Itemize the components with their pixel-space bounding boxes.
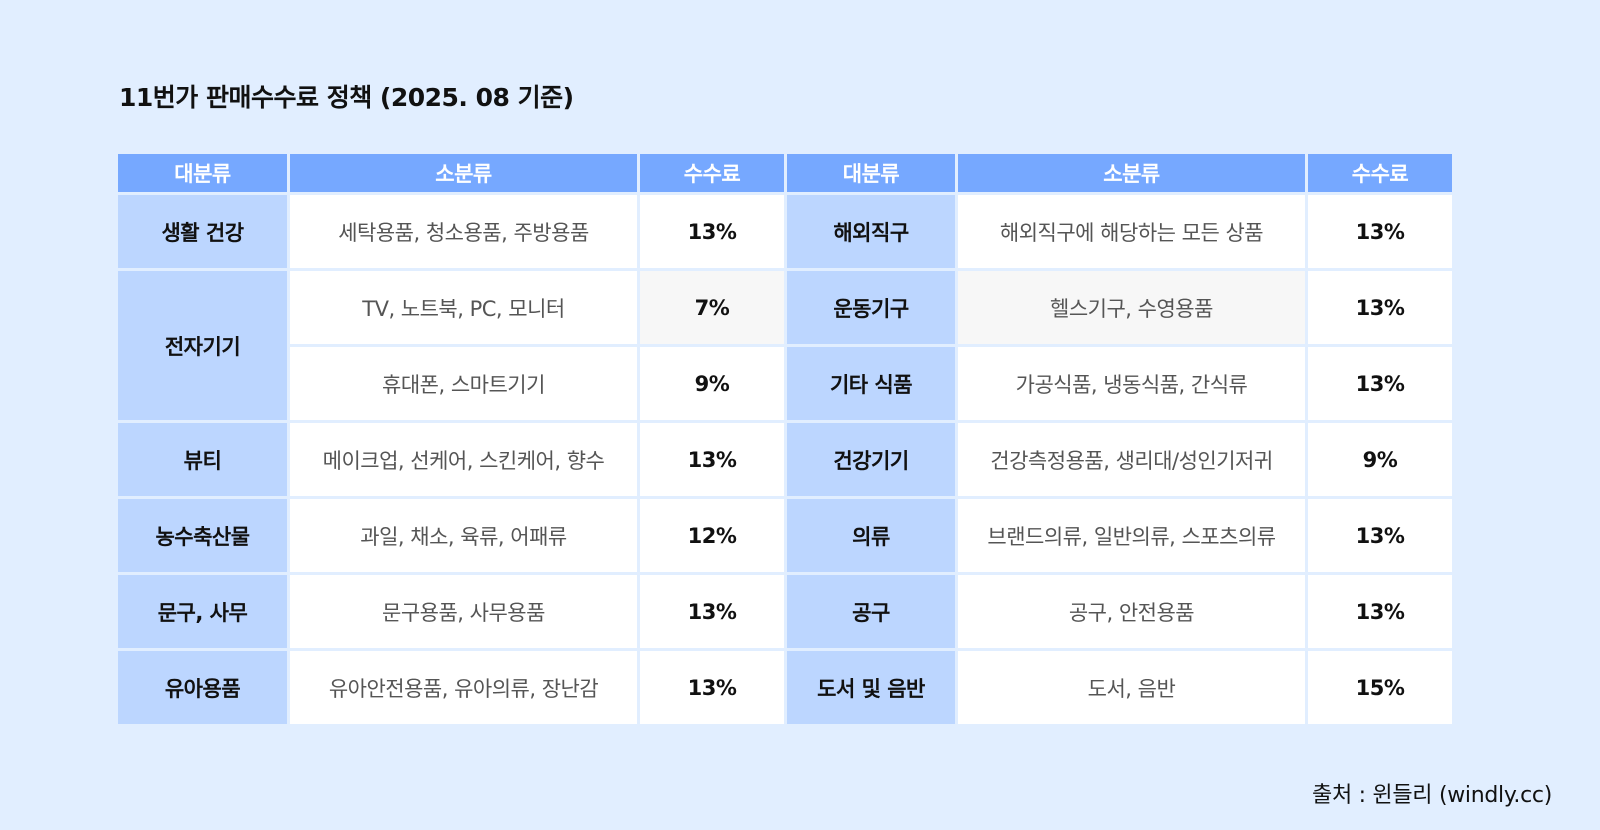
fee-cell: 13% [1308, 575, 1452, 648]
source-credit: 출처 : 윈들리 (windly.cc) [1312, 783, 1552, 808]
subcategory-cell: 도서, 음반 [958, 651, 1305, 724]
table-row: 뷰티 메이크업, 선케어, 스킨케어, 향수 13% 건강기기 건강측정용품, … [118, 423, 1452, 496]
page-title: 11번가 판매수수료 정책 (2025. 08 기준) [119, 83, 574, 112]
header-row: 대분류 소분류 수수료 대분류 소분류 수수료 [118, 154, 1452, 192]
table-row: 생활 건강 세탁용품, 청소용품, 주방용품 13% 해외직구 해외직구에 해당… [118, 195, 1452, 268]
subcategory-cell: 헬스기구, 수영용품 [958, 271, 1305, 344]
category-cell: 의류 [787, 499, 955, 572]
fee-cell: 9% [1308, 423, 1452, 496]
category-cell: 운동기구 [787, 271, 955, 344]
subcategory-cell: TV, 노트북, PC, 모니터 [290, 271, 637, 344]
fee-cell: 9% [640, 347, 784, 420]
fee-cell: 13% [1308, 195, 1452, 268]
table-row: 휴대폰, 스마트기기 9% 기타 식품 가공식품, 냉동식품, 간식류 13% [118, 347, 1452, 420]
header-sub-right: 소분류 [958, 154, 1305, 192]
category-cell: 뷰티 [118, 423, 287, 496]
category-cell: 기타 식품 [787, 347, 955, 420]
subcategory-cell: 문구용품, 사무용품 [290, 575, 637, 648]
subcategory-cell: 건강측정용품, 생리대/성인기저귀 [958, 423, 1305, 496]
table-row: 농수축산물 과일, 채소, 육류, 어패류 12% 의류 브랜드의류, 일반의류… [118, 499, 1452, 572]
category-cell: 유아용품 [118, 651, 287, 724]
header-fee-right: 수수료 [1308, 154, 1452, 192]
fee-table: 대분류 소분류 수수료 대분류 소분류 수수료 생활 건강 세탁용품, 청소용품… [115, 151, 1455, 727]
header-category-left: 대분류 [118, 154, 287, 192]
subcategory-cell: 유아안전용품, 유아의류, 장난감 [290, 651, 637, 724]
category-cell: 농수축산물 [118, 499, 287, 572]
category-cell: 해외직구 [787, 195, 955, 268]
fee-cell: 13% [1308, 499, 1452, 572]
subcategory-cell: 공구, 안전용품 [958, 575, 1305, 648]
fee-cell: 12% [640, 499, 784, 572]
category-cell: 건강기기 [787, 423, 955, 496]
subcategory-cell: 세탁용품, 청소용품, 주방용품 [290, 195, 637, 268]
category-cell: 전자기기 [118, 271, 287, 420]
subcategory-cell: 휴대폰, 스마트기기 [290, 347, 637, 420]
fee-cell: 13% [640, 575, 784, 648]
category-cell: 공구 [787, 575, 955, 648]
category-cell: 생활 건강 [118, 195, 287, 268]
fee-cell: 13% [1308, 347, 1452, 420]
header-fee-left: 수수료 [640, 154, 784, 192]
table-row: 유아용품 유아안전용품, 유아의류, 장난감 13% 도서 및 음반 도서, 음… [118, 651, 1452, 724]
fee-cell: 15% [1308, 651, 1452, 724]
subcategory-cell: 과일, 채소, 육류, 어패류 [290, 499, 637, 572]
fee-cell: 13% [1308, 271, 1452, 344]
fee-cell: 7% [640, 271, 784, 344]
fee-cell: 13% [640, 423, 784, 496]
table-row: 전자기기 TV, 노트북, PC, 모니터 7% 운동기구 헬스기구, 수영용품… [118, 271, 1452, 420]
subcategory-cell: 메이크업, 선케어, 스킨케어, 향수 [290, 423, 637, 496]
fee-cell: 13% [640, 651, 784, 724]
subcategory-cell: 브랜드의류, 일반의류, 스포츠의류 [958, 499, 1305, 572]
table-row: 문구, 사무 문구용품, 사무용품 13% 공구 공구, 안전용품 13% [118, 575, 1452, 648]
fee-cell: 13% [640, 195, 784, 268]
header-sub-left: 소분류 [290, 154, 637, 192]
category-cell: 도서 및 음반 [787, 651, 955, 724]
header-category-right: 대분류 [787, 154, 955, 192]
subcategory-cell: 가공식품, 냉동식품, 간식류 [958, 347, 1305, 420]
category-cell: 문구, 사무 [118, 575, 287, 648]
subcategory-cell: 해외직구에 해당하는 모든 상품 [958, 195, 1305, 268]
